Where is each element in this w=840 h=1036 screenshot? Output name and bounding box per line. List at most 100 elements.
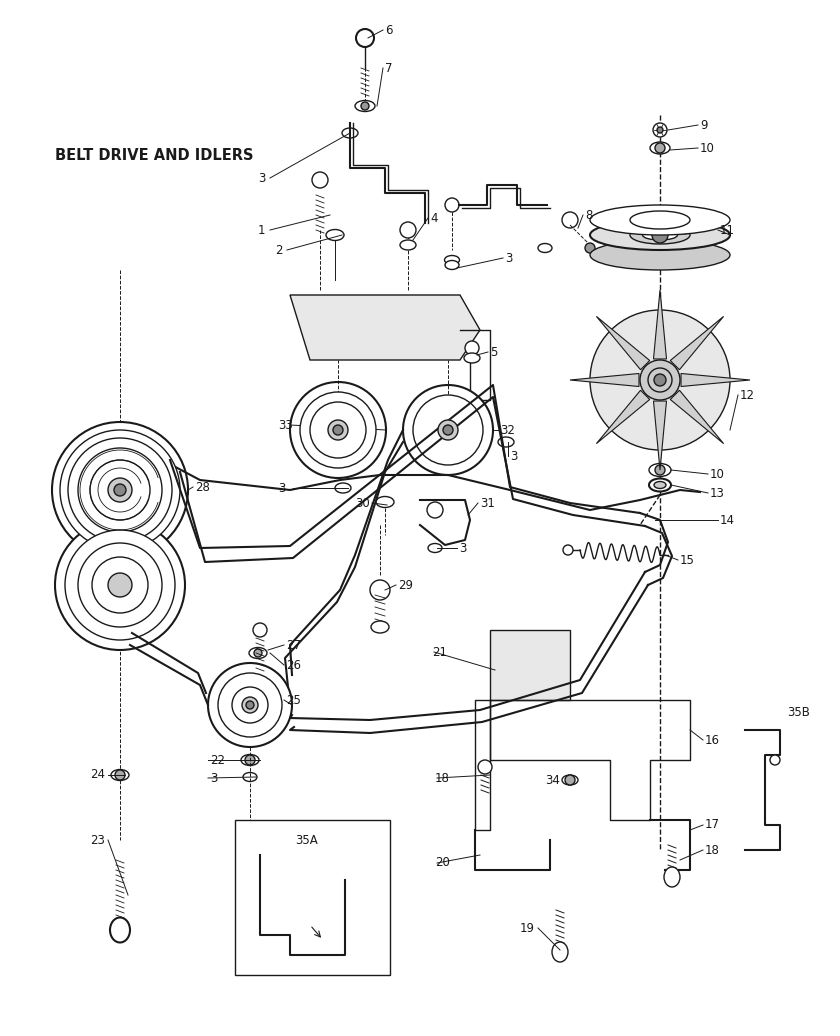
Text: 2: 2 bbox=[275, 243, 282, 257]
Circle shape bbox=[443, 425, 453, 435]
Bar bbox=[490, 630, 570, 700]
Ellipse shape bbox=[650, 142, 670, 154]
Circle shape bbox=[114, 484, 126, 496]
Text: 3: 3 bbox=[258, 172, 265, 184]
Circle shape bbox=[92, 557, 148, 613]
Polygon shape bbox=[654, 290, 666, 359]
Ellipse shape bbox=[371, 621, 389, 633]
Circle shape bbox=[115, 770, 125, 780]
Text: 3: 3 bbox=[459, 542, 466, 554]
Circle shape bbox=[242, 697, 258, 713]
Circle shape bbox=[78, 543, 162, 627]
Circle shape bbox=[590, 310, 730, 450]
Circle shape bbox=[208, 663, 292, 747]
Circle shape bbox=[218, 673, 282, 737]
Text: 31: 31 bbox=[480, 496, 495, 510]
Ellipse shape bbox=[342, 128, 358, 138]
Ellipse shape bbox=[590, 205, 730, 235]
Text: 25: 25 bbox=[286, 693, 301, 707]
Circle shape bbox=[478, 760, 492, 774]
Text: 33: 33 bbox=[278, 419, 293, 432]
Circle shape bbox=[312, 172, 328, 188]
Text: 11: 11 bbox=[720, 224, 735, 236]
Ellipse shape bbox=[590, 240, 730, 270]
Ellipse shape bbox=[590, 220, 730, 250]
Bar bbox=[235, 821, 390, 975]
Ellipse shape bbox=[249, 648, 267, 659]
Ellipse shape bbox=[326, 230, 344, 240]
Ellipse shape bbox=[335, 483, 351, 493]
Circle shape bbox=[245, 755, 255, 765]
Text: 19: 19 bbox=[520, 921, 535, 934]
Polygon shape bbox=[570, 374, 639, 386]
Text: 20: 20 bbox=[435, 857, 450, 869]
Polygon shape bbox=[596, 316, 649, 370]
Circle shape bbox=[328, 420, 348, 440]
Circle shape bbox=[232, 687, 268, 723]
Circle shape bbox=[108, 573, 132, 597]
Ellipse shape bbox=[428, 544, 442, 552]
Text: 16: 16 bbox=[705, 733, 720, 747]
Circle shape bbox=[254, 649, 262, 657]
Text: 18: 18 bbox=[705, 843, 720, 857]
Text: 3: 3 bbox=[505, 252, 512, 264]
Circle shape bbox=[648, 368, 672, 392]
Circle shape bbox=[108, 478, 132, 502]
Circle shape bbox=[565, 775, 575, 785]
Ellipse shape bbox=[538, 243, 552, 253]
Text: BELT DRIVE AND IDLERS: BELT DRIVE AND IDLERS bbox=[55, 147, 254, 163]
Ellipse shape bbox=[630, 211, 690, 229]
Text: 5: 5 bbox=[490, 345, 497, 358]
Text: 34: 34 bbox=[545, 774, 560, 786]
Text: 26: 26 bbox=[286, 659, 301, 671]
Polygon shape bbox=[670, 316, 723, 370]
Circle shape bbox=[246, 701, 254, 709]
Ellipse shape bbox=[664, 867, 680, 887]
Circle shape bbox=[770, 755, 780, 765]
Circle shape bbox=[562, 212, 578, 228]
Circle shape bbox=[445, 198, 459, 212]
Circle shape bbox=[585, 243, 595, 253]
Circle shape bbox=[657, 127, 663, 133]
Ellipse shape bbox=[400, 240, 416, 250]
Circle shape bbox=[361, 102, 369, 110]
Circle shape bbox=[438, 420, 458, 440]
Text: 29: 29 bbox=[398, 578, 413, 592]
Text: 24: 24 bbox=[90, 769, 105, 781]
Text: 3: 3 bbox=[510, 450, 517, 462]
Circle shape bbox=[655, 143, 665, 153]
Ellipse shape bbox=[649, 479, 671, 491]
Ellipse shape bbox=[562, 775, 578, 785]
Circle shape bbox=[681, 226, 689, 234]
Circle shape bbox=[333, 425, 343, 435]
Circle shape bbox=[653, 123, 667, 137]
Circle shape bbox=[413, 395, 483, 465]
Text: 7: 7 bbox=[385, 61, 392, 75]
Ellipse shape bbox=[241, 754, 259, 766]
Circle shape bbox=[563, 545, 573, 555]
Text: 35B: 35B bbox=[787, 706, 810, 719]
Text: 32: 32 bbox=[500, 424, 515, 436]
Circle shape bbox=[465, 341, 479, 355]
Circle shape bbox=[60, 430, 180, 550]
Text: 3: 3 bbox=[278, 482, 286, 494]
Ellipse shape bbox=[445, 260, 459, 269]
Circle shape bbox=[78, 448, 162, 533]
Text: 4: 4 bbox=[430, 211, 438, 225]
Text: 28: 28 bbox=[195, 481, 210, 493]
Text: 23: 23 bbox=[90, 834, 105, 846]
Ellipse shape bbox=[498, 437, 514, 447]
Ellipse shape bbox=[111, 770, 129, 780]
Text: 17: 17 bbox=[705, 818, 720, 832]
Text: 6: 6 bbox=[385, 24, 392, 36]
Text: 18: 18 bbox=[435, 772, 450, 784]
Text: 27: 27 bbox=[286, 638, 301, 652]
Ellipse shape bbox=[654, 482, 666, 489]
Circle shape bbox=[300, 392, 376, 468]
Text: 9: 9 bbox=[700, 118, 707, 132]
Text: 14: 14 bbox=[720, 514, 735, 526]
Text: 8: 8 bbox=[585, 208, 592, 222]
Text: 10: 10 bbox=[700, 142, 715, 154]
Text: 15: 15 bbox=[680, 553, 695, 567]
Ellipse shape bbox=[630, 226, 690, 244]
